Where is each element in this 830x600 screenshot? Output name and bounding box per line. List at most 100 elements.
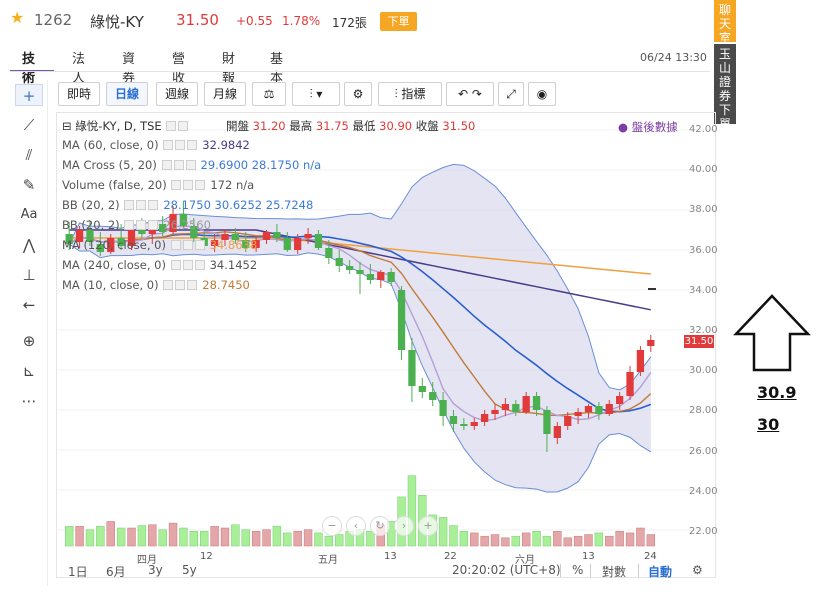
tabs-divider	[10, 71, 710, 72]
indicator-name: MA (120, close, 0)	[62, 238, 166, 252]
high-label: 最高	[289, 119, 313, 133]
more-icon[interactable]: ⋯	[21, 392, 37, 410]
zoom-out-icon[interactable]: −	[322, 516, 342, 536]
collapse-icon[interactable]: ⊟	[62, 119, 72, 133]
candle-body	[169, 214, 177, 232]
star-icon[interactable]: ★	[10, 8, 25, 27]
eye-icon[interactable]	[124, 200, 135, 210]
settings-box-icon[interactable]	[178, 121, 189, 131]
tab-margin[interactable]: 資券	[122, 52, 136, 86]
ruler-icon[interactable]: ⊾	[22, 362, 36, 380]
broker-order-tab[interactable]: 玉山證券下單	[714, 44, 736, 131]
chat-room-tab[interactable]: 聊天室	[714, 0, 736, 45]
indicator-legend[interactable]: MA (240, close, 0) 34.1452	[62, 258, 257, 272]
remove-icon[interactable]	[195, 180, 206, 190]
indicator-legend[interactable]: Volume (false, 20) 172 n/a	[62, 178, 254, 192]
indicator-legend[interactable]: MA Cross (5, 20) 29.6900 28.1750 n/a	[62, 158, 321, 172]
eye-icon[interactable]	[124, 220, 135, 230]
volume-bar	[501, 537, 510, 547]
volume-bar	[293, 531, 302, 547]
tab-revenue[interactable]: 營收	[172, 52, 186, 86]
settings-box-icon[interactable]	[182, 240, 193, 250]
eye-icon[interactable]	[163, 140, 174, 150]
remove-icon[interactable]	[187, 140, 198, 150]
indicator-value: 34.1452	[209, 258, 258, 272]
indicator-legend[interactable]: MA (10, close, 0) 28.7450	[62, 278, 250, 292]
scroll-left-icon[interactable]: ‹	[346, 516, 366, 536]
x-tick-label: 24	[644, 551, 657, 562]
bottom-settings-icon[interactable]: ⚙	[692, 563, 703, 577]
pattern-icon[interactable]: ⋀	[22, 236, 36, 254]
settings-icon[interactable]: ⚙	[344, 82, 372, 106]
intraday-button[interactable]: 即時	[58, 82, 100, 106]
eye-icon[interactable]	[170, 260, 181, 270]
settings-box-icon[interactable]	[183, 180, 194, 190]
eye-icon[interactable]	[171, 180, 182, 190]
tab-technical[interactable]: 技術	[22, 52, 36, 86]
price-chart[interactable]	[56, 112, 716, 578]
trend-line-icon[interactable]: ⟋	[23, 116, 35, 134]
eye-icon[interactable]	[166, 121, 177, 131]
compare-icon[interactable]: ⚖	[252, 82, 286, 106]
fullscreen-icon[interactable]: ⤢	[498, 82, 524, 106]
indicator-legend[interactable]: MA (60, close, 0) 32.9842	[62, 138, 250, 152]
zoom-in-nav-icon[interactable]: +	[418, 516, 438, 536]
monthly-button[interactable]: 月線	[204, 82, 246, 106]
tab-basic[interactable]: 基本	[270, 52, 284, 86]
candle-body	[584, 406, 593, 412]
settings-box-icon[interactable]	[175, 140, 186, 150]
settings-box-icon[interactable]	[182, 260, 193, 270]
volume-bar	[573, 535, 583, 547]
candle-body	[501, 404, 510, 410]
candle-body	[159, 224, 167, 232]
symbol-title-text: 綠悅-KY, D, TSE	[75, 119, 162, 133]
weekly-button[interactable]: 週線	[156, 82, 198, 106]
remove-icon[interactable]	[194, 260, 205, 270]
settings-box-icon[interactable]	[136, 220, 147, 230]
indicator-legend[interactable]: BB (20, 2) 28.1750 30.6252 25.7248	[62, 198, 313, 212]
indicators-button[interactable]: ⫶ 指標	[378, 82, 442, 106]
undo-redo-icon[interactable]: ↶ ↷	[446, 82, 494, 106]
settings-box-icon[interactable]	[175, 280, 186, 290]
remove-icon[interactable]	[187, 280, 198, 290]
remove-icon[interactable]	[148, 200, 159, 210]
tab-financials[interactable]: 財報	[222, 52, 236, 86]
eye-icon[interactable]	[161, 160, 172, 170]
eye-icon[interactable]	[170, 240, 181, 250]
daily-button[interactable]: 日線	[106, 82, 148, 106]
order-button[interactable]: 下單	[380, 12, 417, 31]
camera-icon[interactable]: ◉	[528, 82, 556, 106]
zoom-in-icon[interactable]: ⊕	[22, 332, 36, 350]
settings-box-icon[interactable]	[173, 160, 184, 170]
fib-tool-icon[interactable]: ⫽	[25, 146, 33, 164]
auto-toggle[interactable]: 自動	[648, 565, 673, 579]
chart-type-icon[interactable]: ⫶ ▾	[292, 82, 340, 106]
text-tool-icon[interactable]: Aa	[20, 207, 38, 222]
arrow-left-icon[interactable]: ←	[22, 296, 36, 314]
remove-icon[interactable]	[148, 220, 159, 230]
remove-icon[interactable]	[185, 160, 196, 170]
eye-icon[interactable]	[163, 280, 174, 290]
range-3y[interactable]: 3y	[148, 563, 163, 577]
log-toggle[interactable]: 對數	[602, 565, 627, 579]
indicator-legend[interactable]: MA (120, close, 0) 34.8638	[62, 238, 257, 252]
remove-icon[interactable]	[194, 240, 205, 250]
after-hours-link[interactable]: ● 盤後數據	[618, 120, 678, 134]
reset-icon[interactable]: ↻	[370, 516, 390, 536]
range-1d[interactable]: 1日	[68, 565, 88, 579]
candle-body	[96, 244, 104, 252]
settings-box-icon[interactable]	[136, 200, 147, 210]
range-5y[interactable]: 5y	[182, 563, 197, 577]
scroll-right-icon[interactable]: ›	[394, 516, 414, 536]
tab-institutional[interactable]: 法人	[72, 52, 86, 86]
indicator-legend[interactable]: BB (20, 2) 26.2560	[62, 218, 211, 232]
measure-icon[interactable]: ⊥	[22, 266, 36, 284]
percent-toggle[interactable]: %	[572, 563, 584, 577]
range-6m[interactable]: 6月	[106, 565, 126, 579]
volume-bar	[584, 534, 593, 547]
volume-bar	[490, 534, 500, 547]
y-tick-label: 28.00	[689, 405, 718, 417]
crosshair-icon[interactable]: +	[15, 84, 43, 106]
volume-bar	[283, 532, 292, 547]
brush-icon[interactable]: ✎	[22, 176, 36, 194]
